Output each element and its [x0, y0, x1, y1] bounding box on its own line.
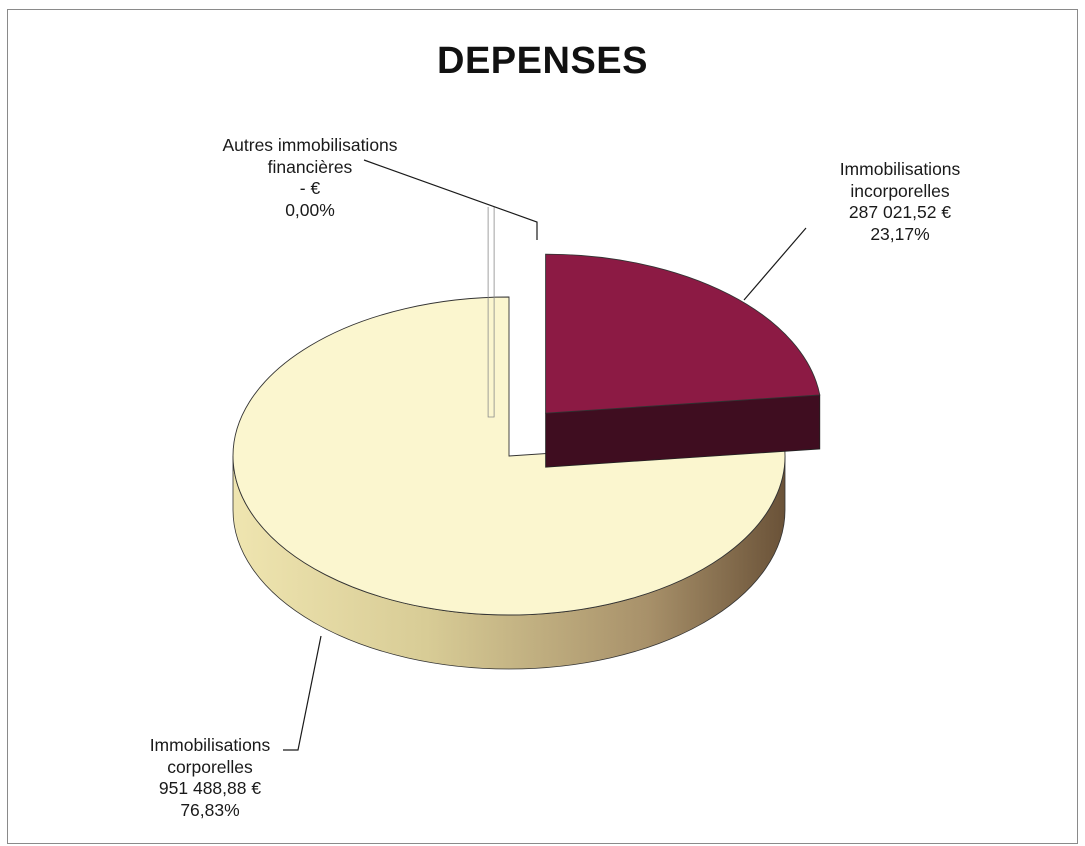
slice-name-line2: incorporelles: [850, 180, 950, 201]
slice-amount: 951 488,88 €: [158, 778, 262, 798]
leader-line-financieres: [363, 159, 538, 240]
chart-frame: [7, 9, 1078, 844]
slice-label-incorporelles: Immobilisations incorporelles 287 021,52…: [800, 159, 1000, 245]
slice-name-line2: corporelles: [167, 756, 253, 777]
slice-name-line1: Autres immobilisations: [222, 135, 398, 155]
slice-percent: 0,00%: [285, 199, 335, 220]
slice-incorporelles: [545, 253, 821, 414]
slice-name-line2: financières: [267, 156, 353, 177]
slice-name-line1: Immobilisations: [839, 159, 961, 179]
slice-percent: 76,83%: [180, 799, 240, 820]
leader-line-corporelles: [283, 635, 322, 751]
slice-corporelles: [232, 296, 786, 616]
leader-line-incorporelles: [743, 227, 807, 301]
slice-percent: 23,17%: [870, 223, 930, 244]
slice-name-line1: Immobilisations: [149, 735, 271, 755]
slice-label-corporelles: Immobilisations corporelles 951 488,88 €…: [110, 735, 310, 821]
chart-title: DEPENSES: [437, 40, 648, 82]
slice-label-financieres: Autres immobilisations financières - € 0…: [190, 135, 430, 221]
slice-amount: 287 021,52 €: [848, 202, 952, 222]
slice-financieres: [487, 207, 495, 418]
slice-amount: - €: [299, 178, 321, 198]
